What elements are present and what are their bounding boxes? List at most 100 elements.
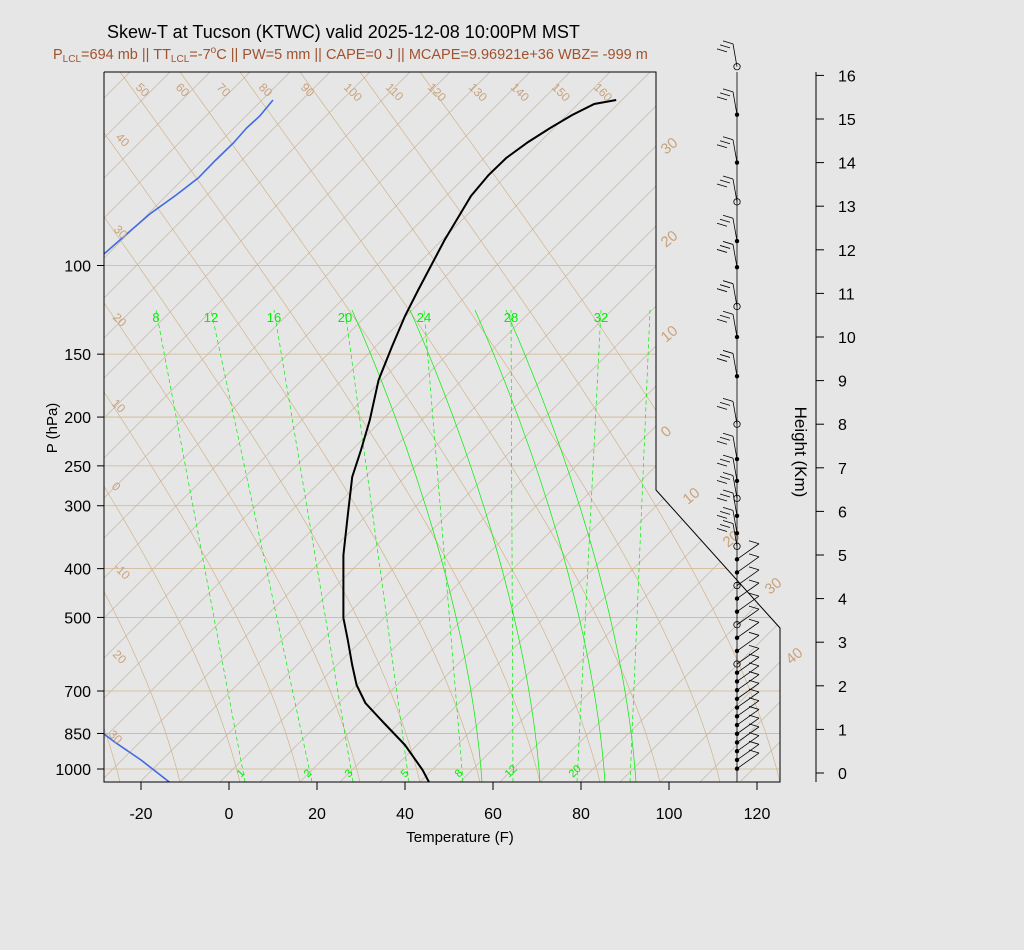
mixing-ratio-label: 8 (152, 310, 159, 325)
sounding-profiles (104, 99, 617, 782)
height-tick-label: 2 (838, 679, 847, 696)
height-tick-label: 6 (838, 504, 847, 521)
chart-subtitle: PLCL=694 mb || TTLCL=-7oC || PW=5 mm || … (53, 45, 648, 65)
wind-barb-shaft (736, 752, 760, 769)
height-tick-label: 13 (838, 199, 856, 216)
mixing-ratio-label: 20 (338, 310, 352, 325)
wind-level-marker (733, 63, 741, 71)
height-tick-label: 0 (838, 766, 847, 783)
wind-barb-flag (719, 140, 731, 145)
wind-barb-flag (722, 88, 734, 93)
wind-barb-shaft (732, 510, 738, 534)
wind-level-marker (733, 494, 741, 502)
x-tick-label: 120 (744, 806, 771, 823)
wind-barb-shaft (736, 691, 760, 708)
wind-barb-shaft (732, 523, 738, 547)
wind-barb-flag (719, 458, 731, 463)
wind-barb-flag (716, 96, 728, 101)
isotherm-line (579, 72, 780, 782)
y-axis-title: P (hPa) (44, 403, 61, 454)
p-tick-label: 300 (64, 499, 91, 516)
dry-adiabat-line (104, 72, 181, 782)
wind-barb-flag (722, 489, 734, 494)
height-tick-label: 1 (838, 722, 847, 739)
wind-barb-flag (722, 241, 734, 245)
wind-barb-shaft (732, 43, 738, 67)
wind-barb-shaft (732, 492, 738, 516)
height-axis-title: Height (Km) (791, 407, 810, 498)
height-tick-label: 4 (838, 592, 847, 609)
wind-barb-shaft (732, 91, 738, 115)
wind-barb-flag (716, 440, 728, 445)
wind-barb-shaft (736, 556, 760, 573)
wind-barb-shaft (732, 139, 738, 163)
x-tick-label: -20 (129, 806, 152, 823)
wind-barb-flag (716, 358, 728, 362)
mixing-ratio-line (155, 309, 246, 782)
height-tick-label: 3 (838, 635, 847, 652)
wind-barb-flag (722, 350, 734, 354)
subtitle-lcl-sub2: LCL (171, 54, 190, 65)
dry-adiabat-line (104, 72, 301, 782)
mixing-ratio-label: 12 (204, 310, 218, 325)
wind-level-marker (733, 542, 741, 550)
dry-adiabat-line (179, 72, 601, 782)
plot-border (103, 71, 781, 783)
p-tick-label: 200 (64, 410, 91, 427)
wind-barb-flag (748, 605, 760, 610)
x-tick-label: 80 (572, 806, 590, 823)
wind-barb-shaft (732, 353, 738, 377)
isotherm-line (104, 72, 531, 782)
dry-adiabat-line (119, 72, 541, 782)
wind-barb-flag (719, 218, 731, 223)
height-tick-label: 14 (838, 156, 856, 173)
wind-barb-flag (748, 618, 760, 623)
isotherm-line (299, 72, 780, 782)
wind-barb-shaft (736, 582, 760, 599)
wind-barb-flag (719, 44, 731, 49)
wind-barb-shaft (736, 735, 760, 752)
wind-level-marker (733, 581, 741, 590)
mixing-ratio-label: 16 (267, 310, 281, 325)
wind-barb-flag (722, 175, 734, 180)
subtitle-plcl: =694 mb || T (81, 47, 162, 63)
isotherm-line (104, 72, 331, 782)
wind-barb-shaft (736, 674, 760, 691)
wind-barb-flag (716, 318, 728, 323)
height-tick-label: 15 (838, 112, 856, 129)
isotherm-line (539, 72, 780, 782)
x-tick-label: 20 (308, 806, 326, 823)
subtitle-tlcl: =-7 (189, 47, 210, 63)
wind-barb-flag (716, 528, 728, 532)
wind-barb-shaft (736, 700, 760, 717)
height-tick-label: 11 (838, 286, 855, 303)
isotherm-line (104, 72, 371, 782)
wind-barb-flag (748, 631, 760, 636)
dry-adiabat-line (104, 72, 421, 782)
moist-adiabat-line (409, 309, 541, 782)
wind-barb-shaft (736, 648, 760, 665)
wind-barb-flag (716, 48, 728, 53)
wind-barb-flag (719, 245, 731, 249)
height-tick-label: 5 (838, 548, 847, 565)
wind-barb-flag (719, 314, 731, 319)
isotherm-line (104, 72, 291, 782)
wind-barb-flag (722, 507, 734, 511)
wind-barb-flag (748, 579, 760, 584)
isotherm-line (104, 72, 251, 782)
wind-barb-flag (716, 222, 728, 227)
wind-barb-shaft (736, 743, 760, 761)
wind-level-marker (733, 621, 741, 629)
wind-barb-shaft (732, 218, 738, 242)
wind-barb-flag (719, 402, 731, 406)
wind-barb-flag (722, 310, 734, 315)
mixing-ratio-label: 32 (594, 310, 608, 325)
mixing-ratio-line (423, 309, 464, 782)
height-tick-label: 10 (838, 330, 856, 347)
wind-barb-shaft (736, 656, 760, 674)
height-tick-label: 8 (838, 417, 847, 434)
wind-barb-flag (722, 214, 734, 219)
subtitle-rest: C || PW=5 mm || CAPE=0 J || MCAPE=9.9692… (216, 47, 648, 63)
wind-barb-shaft (732, 283, 738, 307)
